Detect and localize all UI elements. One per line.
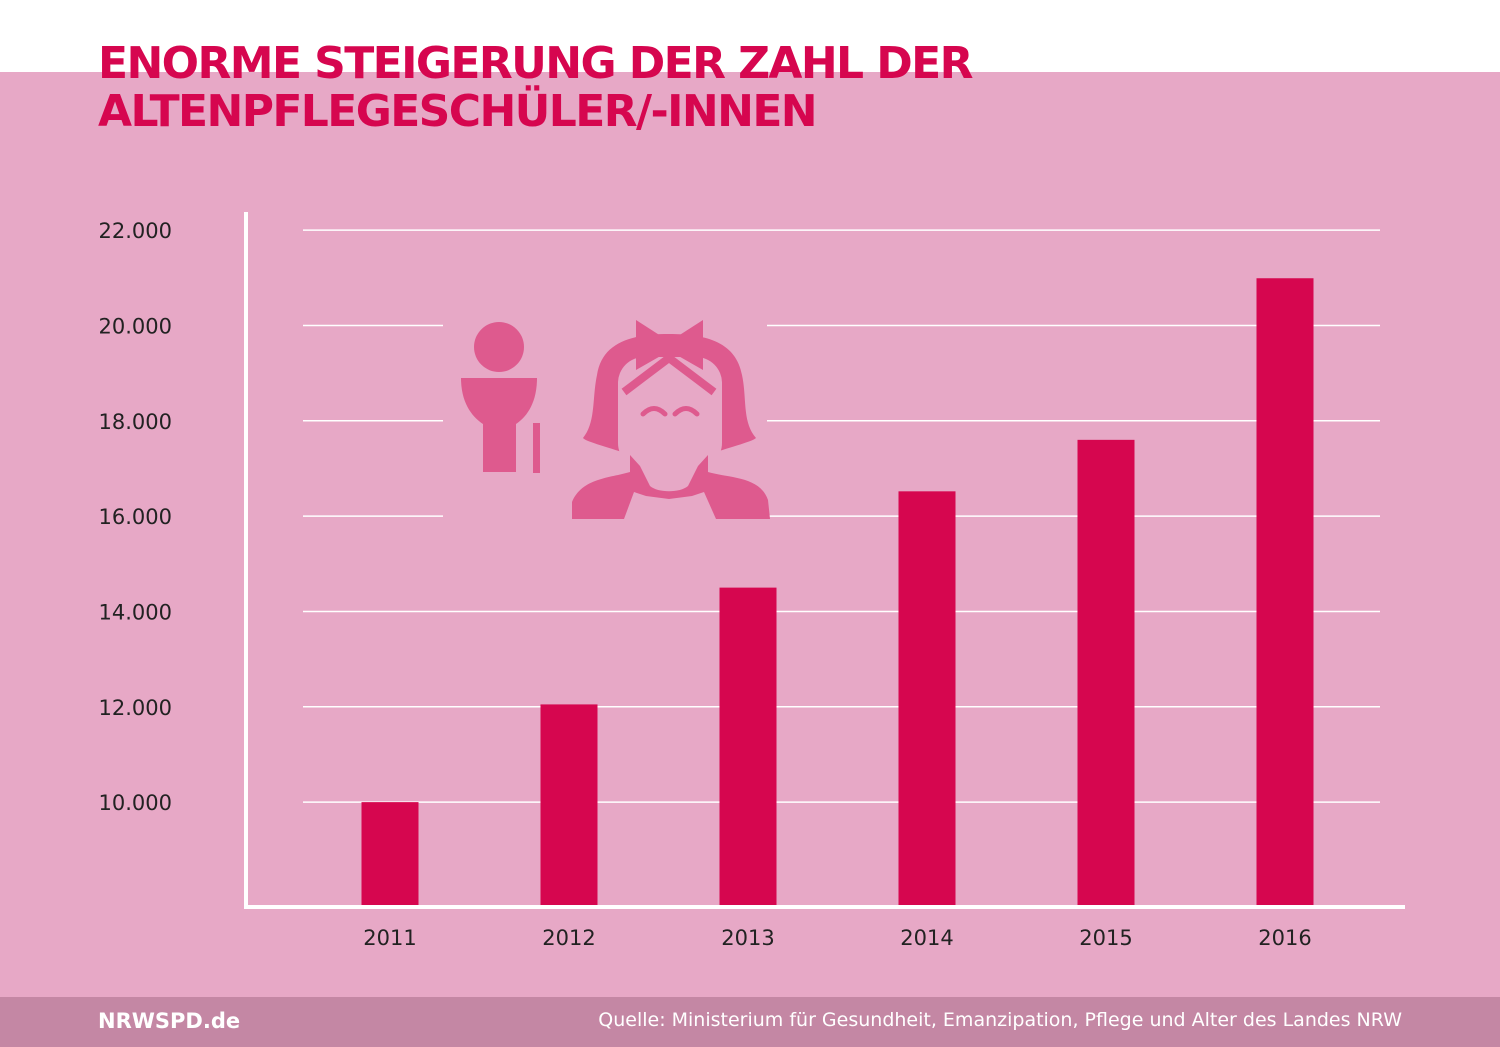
bar-2016 <box>1256 278 1314 907</box>
y-tick-label: 12.000 <box>99 696 172 720</box>
title-line-2: ALTENPFLEGESCHÜLER/-INNEN <box>98 86 818 137</box>
bar-2015 <box>1077 439 1135 907</box>
x-tick-labels: 2011 2012 2013 2014 2015 2016 <box>363 926 1311 950</box>
bar-2013 <box>719 587 777 907</box>
y-tick-label: 20.000 <box>99 314 172 338</box>
y-tick-label: 10.000 <box>99 791 172 815</box>
source-note: Quelle: Ministerium für Gesundheit, Eman… <box>598 1009 1402 1031</box>
x-tick-label: 2016 <box>1258 926 1311 950</box>
nurse-icon <box>572 320 770 519</box>
student-icon <box>461 322 540 473</box>
illustration <box>443 305 770 525</box>
y-tick-label: 16.000 <box>99 505 172 529</box>
x-tick-label: 2014 <box>900 926 953 950</box>
y-tick-label: 22.000 <box>99 219 172 243</box>
title-line-1: ENORME STEIGERUNG DER ZAHL DER <box>98 38 973 89</box>
y-tick-labels: 10.000 12.000 14.000 16.000 18.000 20.000 22.0… <box>99 219 172 815</box>
x-tick-label: 2013 <box>721 926 774 950</box>
bar-2012 <box>540 704 598 907</box>
bar-2011 <box>361 802 419 907</box>
bars <box>361 278 1314 907</box>
x-tick-label: 2012 <box>542 926 595 950</box>
bar-2014 <box>898 491 956 907</box>
bar-chart: 10.000 12.000 14.000 16.000 18.000 20.000 22.0… <box>99 212 1405 950</box>
y-tick-label: 18.000 <box>99 410 172 434</box>
y-tick-label: 14.000 <box>99 600 172 624</box>
footer: NRWSPD.de Quelle: Ministerium für Gesund… <box>0 997 1500 1047</box>
footer-brand-link[interactable]: NRWSPD.de <box>98 1009 241 1033</box>
x-tick-label: 2011 <box>363 926 416 950</box>
x-tick-label: 2015 <box>1079 926 1132 950</box>
face <box>618 357 722 469</box>
chart-title: ENORME STEIGERUNG DER ZAHL DER ALTENPFLE… <box>98 38 973 137</box>
